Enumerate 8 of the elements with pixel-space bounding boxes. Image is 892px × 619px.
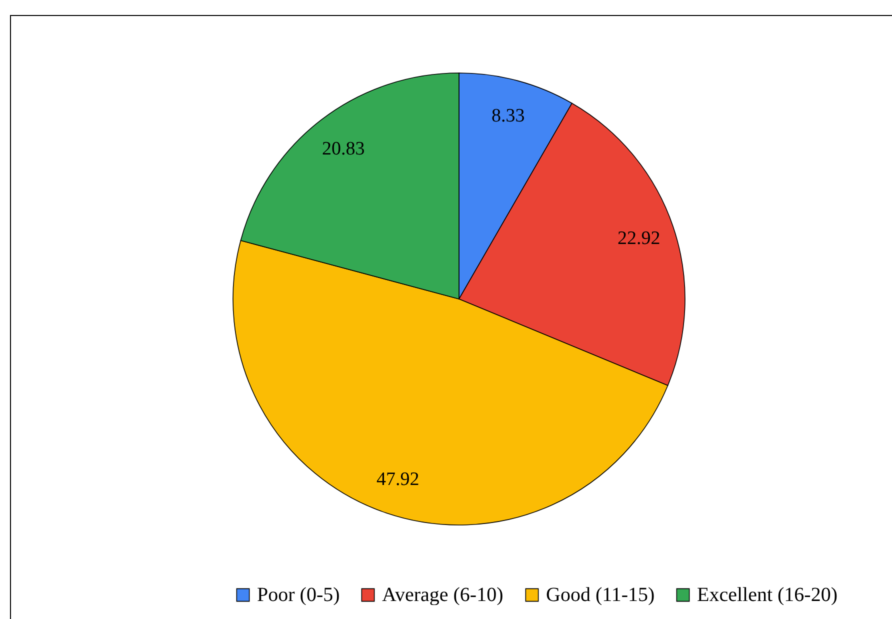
data-label: 8.33 bbox=[492, 105, 525, 126]
data-label: 47.92 bbox=[376, 468, 420, 490]
data-label: 22.92 bbox=[618, 228, 660, 249]
legend-label: Average (6-10) bbox=[382, 584, 504, 606]
data-label: 20.83 bbox=[322, 138, 365, 160]
legend-label: Poor (0-5) bbox=[257, 584, 340, 606]
legend-label: Good (11-15) bbox=[546, 584, 655, 606]
legend-label: Excellent (16-20) bbox=[697, 584, 838, 606]
